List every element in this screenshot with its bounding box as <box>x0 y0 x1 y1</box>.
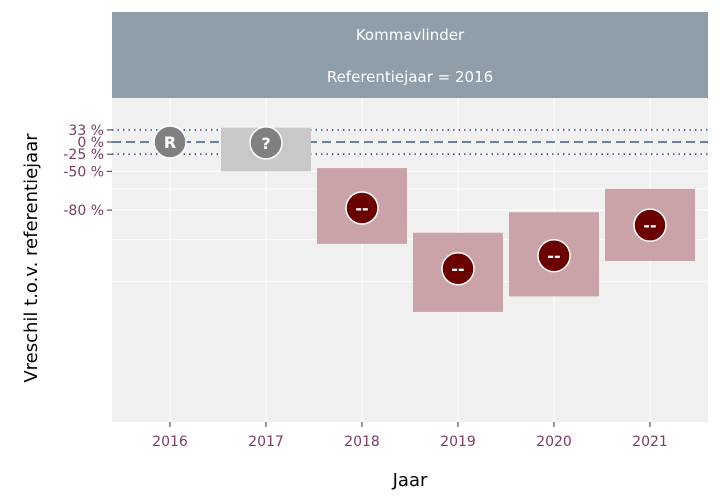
y-tick-label: -80 % <box>63 203 104 219</box>
marker-dot <box>345 191 379 225</box>
panel-subtitle: Referentiejaar = 2016 <box>327 68 493 86</box>
marker-2017: ? <box>249 126 283 160</box>
estimate-markers: R ? -- -- -- -- <box>153 125 667 286</box>
strip-background <box>112 12 708 98</box>
x-tick-label: 2019 <box>440 434 476 450</box>
y-tick-label: 33 % <box>68 123 104 139</box>
marker-label: R <box>164 133 176 152</box>
y-axis-title: Vreschil t.o.v. referentiejaar <box>21 133 42 383</box>
reference-lines <box>112 129 708 155</box>
x-axis-ticks: 2016 2017 2018 2019 2020 2021 <box>152 422 668 450</box>
marker-dot <box>249 126 283 160</box>
marker-label: -- <box>643 216 656 235</box>
x-tick-label: 2017 <box>248 434 284 450</box>
y-tick-label: 0 % <box>77 135 104 151</box>
y-axis-ticks: 33 %0 %-25 %-50 % -80 % <box>63 123 112 219</box>
y-tick-label: -50 % <box>63 164 104 180</box>
marker-2016: R <box>153 125 187 159</box>
marker-label: -- <box>547 247 560 266</box>
marker-label: -- <box>451 260 464 279</box>
x-tick-label: 2020 <box>536 434 572 450</box>
marker-2019: -- <box>441 251 475 286</box>
y-tick-label: -25 % <box>63 147 104 163</box>
x-axis-title: Jaar <box>392 470 428 491</box>
marker-2021: -- <box>633 208 667 242</box>
marker-dot <box>633 208 667 242</box>
marker-2018: -- <box>345 191 379 225</box>
marker-label: ? <box>261 134 270 153</box>
facet-strip: Kommavlinder Referentiejaar = 2016 <box>112 12 708 98</box>
marker-dot <box>537 238 571 273</box>
marker-dot <box>153 125 187 159</box>
panel-title: Kommavlinder <box>356 26 465 44</box>
marker-2020: -- <box>537 238 571 273</box>
x-tick-label: 2021 <box>632 434 668 450</box>
confidence-intervals <box>221 127 695 312</box>
x-tick-label: 2018 <box>344 434 380 450</box>
marker-dot <box>441 251 475 286</box>
marker-label: -- <box>355 199 368 218</box>
x-tick-label: 2016 <box>152 434 188 450</box>
